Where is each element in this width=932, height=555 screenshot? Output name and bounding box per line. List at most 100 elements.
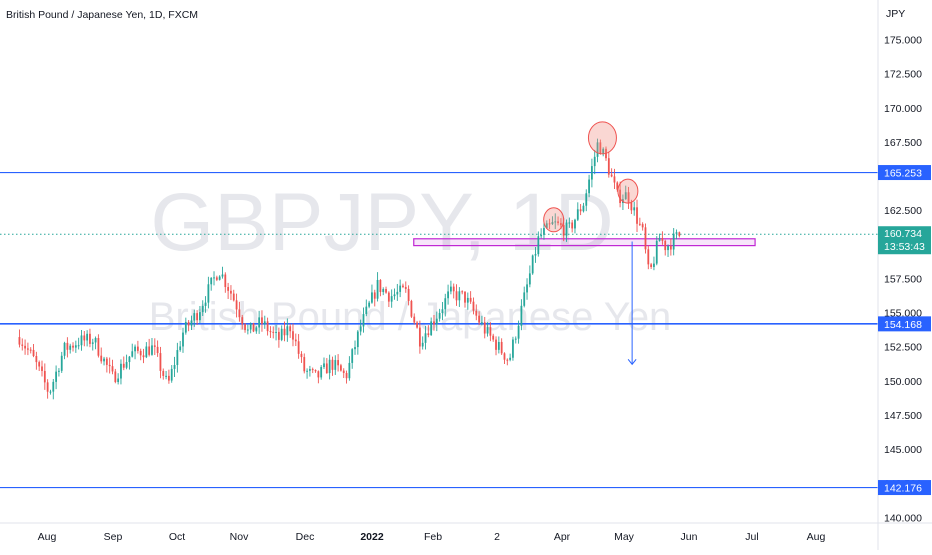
candle bbox=[275, 324, 277, 341]
candle-body bbox=[354, 347, 356, 350]
candle-body bbox=[269, 331, 272, 333]
candle bbox=[55, 365, 57, 390]
candle bbox=[371, 284, 373, 304]
candle-body bbox=[69, 345, 72, 350]
candle-body bbox=[331, 359, 334, 370]
candle-body bbox=[55, 371, 57, 382]
candle-body bbox=[568, 222, 571, 224]
candle-body bbox=[619, 189, 621, 204]
candle-body bbox=[38, 362, 41, 367]
candle-body bbox=[314, 370, 317, 372]
candle bbox=[77, 337, 80, 350]
candle bbox=[373, 289, 376, 307]
candle bbox=[230, 285, 232, 301]
candle bbox=[472, 297, 475, 315]
candle bbox=[557, 216, 559, 226]
candle-body bbox=[548, 223, 551, 225]
candle-body bbox=[261, 317, 263, 324]
candle-body bbox=[613, 176, 616, 183]
candle bbox=[97, 334, 100, 358]
candle bbox=[548, 218, 551, 230]
candle bbox=[136, 340, 139, 354]
candle bbox=[340, 363, 342, 372]
candle-body bbox=[300, 353, 303, 358]
candle bbox=[91, 338, 94, 351]
candle-body bbox=[184, 321, 187, 333]
candle bbox=[114, 368, 117, 384]
candle bbox=[413, 313, 416, 325]
candle-body bbox=[678, 232, 681, 236]
time-tick-label: 2 bbox=[494, 531, 500, 543]
price-tick-label: 175.000 bbox=[884, 35, 922, 47]
candle-body bbox=[151, 345, 153, 355]
price-tick-label: 157.500 bbox=[884, 273, 922, 285]
candle bbox=[672, 228, 675, 256]
candle bbox=[165, 370, 167, 380]
candle-body bbox=[495, 339, 497, 350]
time-tick-label: Jun bbox=[681, 531, 698, 543]
candle-body bbox=[500, 341, 503, 354]
candle bbox=[41, 360, 43, 377]
candle bbox=[528, 265, 531, 288]
candle bbox=[602, 147, 605, 157]
candle-body bbox=[616, 182, 619, 190]
candle-body bbox=[122, 363, 125, 368]
candle-body bbox=[650, 264, 653, 267]
candle-body bbox=[435, 318, 438, 325]
candle bbox=[27, 342, 29, 356]
candle-body bbox=[559, 223, 562, 226]
candle bbox=[466, 292, 469, 310]
candle bbox=[153, 338, 156, 356]
candle-body bbox=[486, 327, 489, 334]
candle-body bbox=[475, 310, 478, 316]
time-tick-label: Jul bbox=[745, 531, 758, 543]
candle bbox=[503, 352, 506, 364]
candle bbox=[151, 338, 153, 356]
price-axis-unit: JPY bbox=[886, 8, 906, 20]
candle bbox=[227, 282, 230, 299]
candle bbox=[348, 356, 351, 381]
candle bbox=[38, 360, 41, 372]
candle bbox=[120, 359, 122, 385]
time-tick-label: Sep bbox=[104, 531, 123, 543]
candle-body bbox=[27, 348, 29, 350]
candle-body bbox=[565, 222, 568, 236]
candle bbox=[568, 217, 571, 228]
candle-body bbox=[179, 346, 182, 351]
candle bbox=[661, 231, 664, 245]
candle bbox=[483, 316, 486, 339]
candle-body bbox=[277, 331, 280, 340]
time-tick-label: May bbox=[614, 531, 635, 543]
candle bbox=[526, 278, 528, 300]
candle-body bbox=[633, 207, 636, 211]
candle bbox=[593, 149, 596, 175]
candle-body bbox=[193, 313, 196, 321]
candle bbox=[653, 256, 655, 271]
candle-body bbox=[455, 291, 458, 301]
candle-body bbox=[469, 297, 472, 302]
candle bbox=[650, 262, 653, 269]
candle-body bbox=[427, 333, 430, 336]
candle bbox=[63, 341, 66, 360]
candle-body bbox=[89, 333, 91, 344]
candle-body bbox=[190, 320, 193, 326]
watermark-name: British Pound / Japanese Yen bbox=[149, 295, 672, 339]
price-tick-label: 140.000 bbox=[884, 512, 922, 524]
candle bbox=[531, 254, 534, 275]
time-tick-label: Oct bbox=[169, 531, 185, 543]
candle-body bbox=[170, 368, 173, 381]
candle bbox=[379, 279, 382, 297]
candle bbox=[441, 301, 444, 321]
candle-body bbox=[399, 285, 402, 292]
candle bbox=[125, 354, 128, 370]
candle-body bbox=[351, 349, 354, 363]
candle bbox=[497, 336, 500, 354]
candle-body bbox=[655, 240, 658, 264]
candle-body bbox=[275, 331, 277, 333]
candle bbox=[94, 336, 97, 350]
time-tick-label: Apr bbox=[554, 531, 571, 543]
candle bbox=[32, 344, 35, 358]
